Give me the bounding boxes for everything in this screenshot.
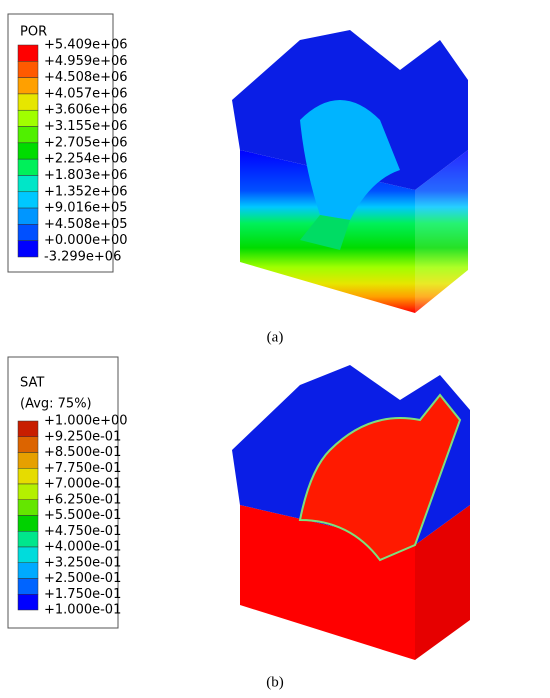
legend-swatch: [17, 224, 39, 241]
legend-swatch: [17, 499, 39, 516]
legend-label: +4.750e-01: [44, 524, 121, 539]
legend-label: +6.250e-01: [44, 492, 121, 507]
legend-label: +7.750e-01: [44, 461, 121, 476]
legend-label: +1.750e-01: [44, 587, 121, 602]
legend: +1.000e+00+9.250e-01+8.500e-01+7.750e-01…: [17, 414, 128, 618]
legend-label: +3.606e+06: [44, 103, 128, 118]
caption: (b): [266, 674, 284, 690]
legend-swatch: [17, 436, 39, 453]
legend-swatch: [17, 61, 39, 78]
legend-label: +2.254e+06: [44, 152, 128, 167]
legend-title: POR: [20, 25, 47, 40]
legend-label: +3.250e-01: [44, 555, 121, 570]
legend-swatch: [17, 546, 39, 563]
legend-label: +1.803e+06: [44, 168, 128, 183]
legend-label: +9.250e-01: [44, 429, 121, 444]
legend-label: +4.508e+05: [44, 217, 128, 232]
legend-label: +9.016e+05: [44, 201, 128, 216]
legend-swatch: [17, 562, 39, 579]
legend-swatch: [17, 191, 39, 209]
legend-label: +5.409e+06: [44, 38, 128, 53]
legend-title: SAT: [20, 376, 44, 391]
legend-label: +4.959e+06: [44, 54, 128, 69]
legend-label: +3.155e+06: [44, 119, 128, 134]
legend-label: +1.352e+06: [44, 184, 128, 199]
legend-swatch: [17, 420, 39, 437]
legend-swatch: [17, 531, 39, 548]
legend-swatch: [17, 158, 39, 176]
legend-label: +7.000e-01: [44, 477, 121, 492]
legend-swatch: [17, 452, 39, 469]
legend-swatch: [17, 175, 39, 193]
legend: +5.409e+06+4.959e+06+4.508e+06+4.057e+06…: [17, 38, 128, 265]
legend-swatch: [17, 240, 39, 258]
legend-swatch: [17, 142, 39, 160]
legend-label: +4.057e+06: [44, 86, 128, 101]
legend-swatch: [17, 109, 39, 127]
legend-swatch: [17, 483, 39, 500]
legend-label: +2.705e+06: [44, 135, 128, 150]
legend-swatch: [17, 515, 39, 532]
legend-swatch: [17, 594, 39, 611]
legend-label: -3.299e+06: [44, 250, 121, 265]
model-b: [232, 365, 470, 660]
legend-swatch: [17, 126, 39, 144]
legend-label: +2.500e-01: [44, 571, 121, 586]
legend-label: +1.000e-01: [44, 603, 121, 618]
legend-swatch: [17, 468, 39, 485]
model-a: [232, 30, 468, 313]
legend-swatch: [17, 44, 39, 62]
legend-swatch: [17, 578, 39, 595]
caption: (a): [267, 329, 284, 345]
legend-label: +5.500e-01: [44, 508, 121, 523]
legend-swatch: [17, 77, 39, 95]
legend-subtitle: (Avg: 75%): [20, 397, 92, 412]
legend-label: +4.508e+06: [44, 70, 128, 85]
legend-label: +8.500e-01: [44, 445, 121, 460]
legend-label: +4.000e-01: [44, 540, 121, 555]
legend-label: +1.000e+00: [44, 414, 128, 429]
legend-swatch: [17, 93, 39, 111]
legend-swatch: [17, 207, 39, 225]
legend-label: +0.000e+00: [44, 233, 128, 248]
